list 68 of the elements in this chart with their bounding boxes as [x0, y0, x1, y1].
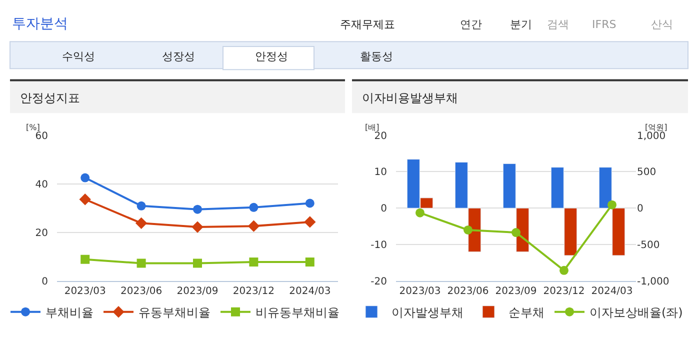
x-tick-label: 2023/09	[495, 286, 537, 297]
x-tick-label: 2023/09	[176, 286, 218, 297]
x-tick-label: 2024/03	[591, 286, 633, 297]
point	[193, 204, 202, 214]
text: IFRS	[592, 18, 616, 31]
y2-tick-label: 1,000	[637, 130, 666, 142]
text: 활동성	[360, 50, 393, 63]
point	[305, 258, 314, 267]
y-tick-label: -20	[370, 276, 387, 288]
y2-tick-label: -500	[637, 240, 660, 252]
x-tick-label: 2023/12	[543, 286, 585, 297]
point	[80, 173, 90, 182]
y-tick-label: 0	[42, 276, 48, 288]
point	[512, 228, 520, 238]
point	[464, 225, 472, 234]
y-tick-label: -10	[370, 240, 387, 252]
x-tick-label: 2024/03	[289, 286, 331, 297]
point	[192, 221, 204, 233]
chart-title: 이자비용발생부채	[362, 91, 458, 105]
legend-label: 유동부채비율	[138, 306, 210, 320]
y-tick-label: 0	[380, 204, 387, 215]
x-tick-label: 2023/03	[399, 286, 441, 297]
x-tick-label: 2023/06	[447, 286, 489, 297]
text: 수익성	[62, 50, 95, 63]
text: 성장성	[162, 50, 195, 63]
y-tick-label: 60	[35, 130, 48, 142]
y2-axis-title: [억원]	[645, 123, 668, 132]
text: 주재무제표	[340, 18, 395, 31]
point	[249, 258, 258, 267]
legend-label: 부채비율	[46, 306, 94, 320]
point	[136, 258, 146, 268]
legend-label: 이자보상배율(좌)	[590, 306, 683, 320]
text: 투자분석	[12, 16, 68, 32]
y2-tick-label: 0	[637, 204, 644, 215]
x-tick-label: 2023/06	[120, 286, 162, 297]
chart-title: 안정성지표	[20, 91, 80, 105]
text: 분기	[510, 18, 532, 31]
point	[249, 202, 258, 212]
point	[305, 198, 314, 208]
y-tick-label: 20	[35, 228, 48, 239]
y-tick-label: 10	[374, 167, 387, 178]
point	[416, 208, 424, 218]
x-tick-label: 2023/12	[232, 286, 274, 297]
point	[560, 266, 568, 275]
y-tick-label: 40	[35, 179, 48, 190]
bar	[612, 208, 626, 256]
point	[80, 254, 90, 264]
point	[135, 217, 148, 230]
y2-tick-label: 500	[637, 167, 656, 178]
legend-label: 비유동부채비율	[256, 306, 340, 320]
y-axis-title: [배]	[365, 123, 380, 132]
point	[193, 258, 202, 268]
point	[304, 216, 316, 228]
point	[79, 194, 91, 206]
text: 안정성	[255, 50, 288, 63]
legend-label: 이자발생부채	[392, 306, 464, 320]
point	[608, 200, 616, 210]
point	[248, 220, 260, 232]
text: 산식	[651, 18, 673, 31]
y-tick-label: 20	[374, 130, 387, 142]
y2-tick-label: -1,000	[637, 276, 670, 288]
x-tick-label: 2023/03	[64, 286, 106, 297]
bar	[598, 167, 612, 208]
legend-label: 순부채	[508, 306, 544, 320]
text: 검색	[547, 18, 569, 31]
y-axis-title: [%]	[26, 123, 40, 132]
text: 연간	[460, 18, 482, 31]
point	[136, 201, 146, 210]
